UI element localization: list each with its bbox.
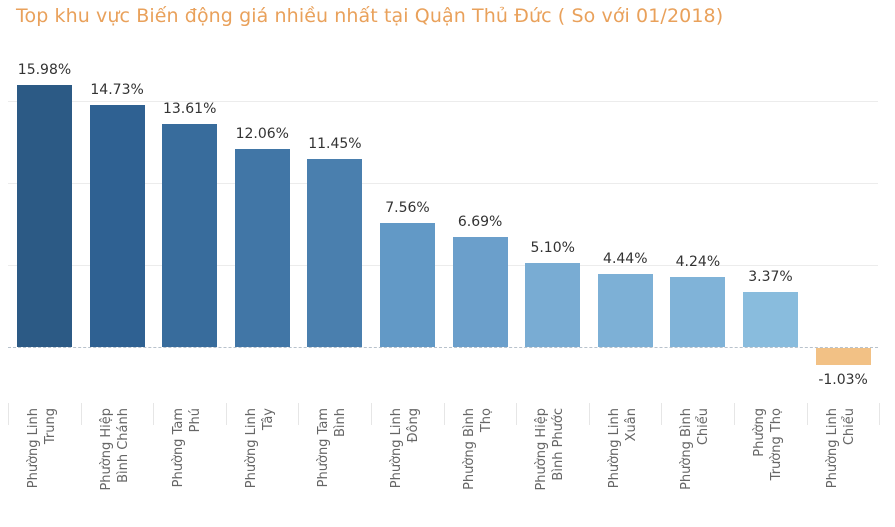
bar[interactable] xyxy=(597,274,653,347)
category-label-line: Phường Hiệp xyxy=(98,408,114,491)
category-label-line: Tây xyxy=(260,408,276,431)
category-label-line: Phường xyxy=(752,408,767,457)
category-divider xyxy=(879,403,881,425)
category-label: Phường Linh Xuân xyxy=(606,408,666,518)
bar[interactable] xyxy=(743,291,798,347)
bar-value-label: 14.73% xyxy=(90,82,144,99)
bar-value-label: 6.69% xyxy=(457,214,503,231)
bar-value-label: 13.61% xyxy=(162,100,217,117)
bar[interactable] xyxy=(89,105,145,347)
category-label: Phường Hiệp Bình Phước xyxy=(533,408,593,518)
category-label-line: Phường Linh xyxy=(606,408,622,489)
bar[interactable] xyxy=(380,223,435,347)
category-label: Phường Linh Đông xyxy=(388,408,448,518)
category-divider xyxy=(8,403,9,425)
category-label-line: Phường Hiệp xyxy=(534,408,550,491)
category-divider xyxy=(734,403,735,425)
category-divider xyxy=(443,403,445,425)
category-divider xyxy=(298,403,300,425)
category-label-line: Chiểu xyxy=(696,408,712,446)
bar-value-label: 4.24% xyxy=(675,254,721,271)
category-label-line: Bình Phước xyxy=(551,408,567,481)
category-label-line: Bình xyxy=(333,408,349,438)
category-divider xyxy=(588,403,590,425)
bar-value-label: 7.56% xyxy=(385,200,430,217)
gridline xyxy=(8,101,878,102)
category-label-line: Phú xyxy=(188,408,204,433)
bar-value-label: -1.03% xyxy=(818,371,868,388)
category-label-line: Phường Linh xyxy=(389,408,404,489)
category-divider xyxy=(516,403,518,425)
category-label-line: Phường Tam xyxy=(171,408,187,488)
bar-value-label: 12.06% xyxy=(235,126,289,143)
category-label: Phường Trường Thọ xyxy=(751,408,811,518)
category-label: Phường Hiệp Bình Chánh xyxy=(98,408,158,518)
bar-value-label: 15.98% xyxy=(17,61,72,78)
bar[interactable] xyxy=(17,84,72,347)
bar-value-label: 3.37% xyxy=(748,268,793,285)
bar-value-label: 4.44% xyxy=(603,251,648,268)
category-label-line: Phường Tam xyxy=(316,408,332,488)
category-divider xyxy=(371,403,372,425)
bar[interactable] xyxy=(234,149,290,347)
bar[interactable] xyxy=(815,348,871,365)
bar[interactable] xyxy=(307,159,363,347)
category-label-line: Đông xyxy=(406,408,421,443)
category-divider xyxy=(225,403,227,425)
category-divider xyxy=(806,403,808,425)
category-divider xyxy=(153,403,155,425)
gridline xyxy=(8,183,878,184)
category-label-line: Phường Bình xyxy=(679,408,695,490)
category-label-line: Trung xyxy=(43,408,58,445)
category-divider xyxy=(661,403,663,425)
category-label: Phường Linh Chiểu xyxy=(824,408,884,518)
bar-value-label: 11.45% xyxy=(308,136,362,153)
category-label-line: Phường Linh xyxy=(824,408,840,489)
bar-value-label: 5.10% xyxy=(530,240,575,257)
bar[interactable] xyxy=(162,123,218,347)
zero-baseline xyxy=(8,347,878,348)
category-label: Phường Linh Trung xyxy=(25,408,85,518)
category-label-line: Thọ xyxy=(478,408,494,433)
bar[interactable] xyxy=(525,263,581,347)
category-label-line: Bình Chánh xyxy=(115,408,131,483)
category-label-line: Xuân xyxy=(623,408,639,442)
category-label: Phường Bình Chiểu xyxy=(678,408,738,518)
category-label-line: Trường Thọ xyxy=(769,408,784,481)
category-divider xyxy=(80,403,82,425)
category-label-line: Chiểu xyxy=(841,408,857,446)
category-label-line: Phường Bình xyxy=(461,408,477,490)
category-label: Phường Tam Phú xyxy=(170,408,230,518)
category-label-line: Phường Linh xyxy=(26,408,41,489)
category-label-line: Phường Linh xyxy=(243,408,259,489)
bar[interactable] xyxy=(452,237,508,347)
category-label: Phường Bình Thọ xyxy=(461,408,521,518)
chart-title: Top khu vực Biến động giá nhiều nhất tại… xyxy=(16,5,724,27)
bar[interactable] xyxy=(670,277,726,347)
gridline xyxy=(8,265,878,266)
category-label: Phường Linh Tây xyxy=(243,408,303,518)
category-label: Phường Tam Bình xyxy=(315,408,375,518)
